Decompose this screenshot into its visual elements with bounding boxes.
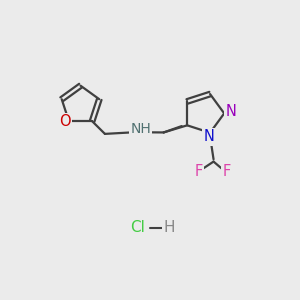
Text: H: H [163, 220, 175, 235]
Text: O: O [59, 114, 70, 129]
Text: F: F [222, 164, 230, 179]
Text: Cl: Cl [130, 220, 145, 235]
Text: N: N [225, 103, 236, 118]
Text: N: N [203, 129, 214, 144]
Text: F: F [194, 164, 202, 179]
Text: NH: NH [130, 122, 151, 136]
